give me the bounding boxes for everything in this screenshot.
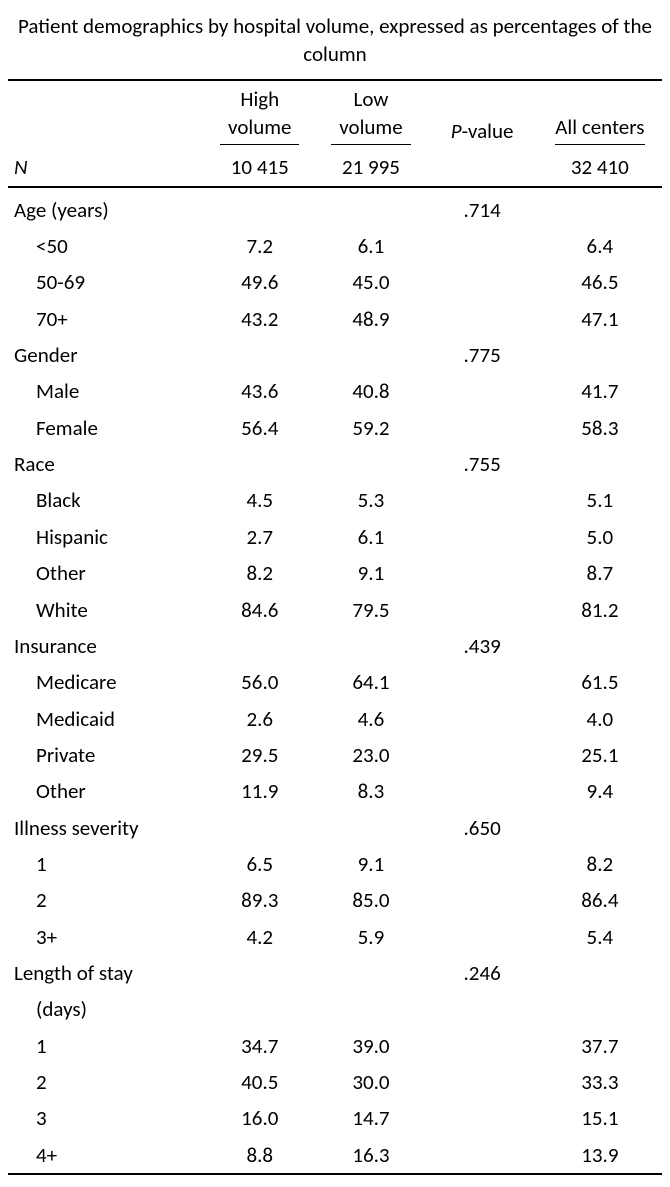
col-pvalue: P-value — [427, 80, 538, 150]
table-row: White84.679.581.2 — [8, 592, 662, 628]
table-row: 289.385.086.4 — [8, 882, 662, 918]
age-pval: .714 — [427, 192, 538, 228]
section-age: Age (years) .714 — [8, 192, 662, 228]
table-row: Medicaid2.64.64.0 — [8, 701, 662, 737]
table-row: Medicare56.064.161.5 — [8, 664, 662, 700]
age-label: Age (years) — [8, 192, 204, 228]
table-row: 4+8.816.313.9 — [8, 1137, 662, 1174]
table-row: 134.739.037.7 — [8, 1028, 662, 1064]
table-row: 16.59.18.2 — [8, 846, 662, 882]
col-low: Low volume — [315, 80, 426, 150]
table-row: Black4.55.35.1 — [8, 482, 662, 518]
table-row: 70+43.248.947.1 — [8, 301, 662, 337]
section-illness: Illness severity .650 — [8, 810, 662, 846]
col-high: High volume — [204, 80, 315, 150]
n-all: 32 410 — [538, 149, 662, 186]
col-blank — [8, 80, 204, 150]
table-row: Female56.459.258.3 — [8, 410, 662, 446]
section-gender: Gender .775 — [8, 337, 662, 373]
table-row: Other8.29.18.7 — [8, 555, 662, 591]
table-row: 316.014.715.1 — [8, 1100, 662, 1136]
section-los: Length of stay .246 — [8, 955, 662, 991]
table-row: Other11.98.39.4 — [8, 773, 662, 809]
table-row: Private29.523.025.1 — [8, 737, 662, 773]
n-pval — [427, 149, 538, 186]
n-label: N — [8, 149, 204, 186]
section-race: Race .755 — [8, 446, 662, 482]
section-los-cont: (days) — [8, 991, 662, 1027]
n-high: 10 415 — [204, 149, 315, 186]
table-row: 240.530.033.3 — [8, 1064, 662, 1100]
n-low: 21 995 — [315, 149, 426, 186]
section-insurance: Insurance .439 — [8, 628, 662, 664]
table-row: 50-6949.645.046.5 — [8, 264, 662, 300]
col-all: All centers — [538, 80, 662, 150]
table-title: Patient demographics by hospital volume,… — [8, 12, 662, 69]
table-row: Hispanic2.76.15.0 — [8, 519, 662, 555]
table-row: 3+4.25.95.4 — [8, 919, 662, 955]
demographics-table: High volume Low volume P-value All cente… — [8, 79, 662, 1175]
table-row: Male43.640.841.7 — [8, 373, 662, 409]
table-row: <507.26.16.4 — [8, 228, 662, 264]
